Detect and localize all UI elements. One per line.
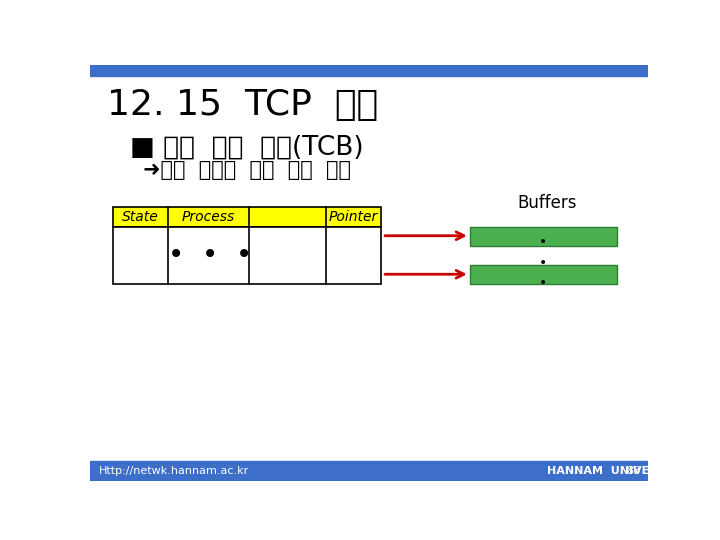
Bar — [90, 461, 648, 481]
Bar — [113, 226, 381, 284]
Text: Process: Process — [181, 210, 235, 224]
Text: 88: 88 — [626, 465, 640, 476]
Text: Buffers: Buffers — [518, 194, 577, 212]
Text: •
•
•: • • • — [539, 235, 547, 291]
Bar — [90, 65, 648, 76]
Text: 12. 15  TCP  설계: 12. 15 TCP 설계 — [107, 88, 378, 122]
Text: ■ 전송  제어  블록(TCB): ■ 전송 제어 블록(TCB) — [130, 135, 364, 161]
Bar — [113, 207, 381, 226]
Text: ➜연결  제어에  대한  정보  보관: ➜연결 제어에 대한 정보 보관 — [143, 159, 351, 179]
Bar — [469, 265, 617, 284]
Text: •  •  •: • • • — [168, 241, 252, 269]
Text: State: State — [122, 210, 158, 224]
Text: HANNAM  UNIVERSITY: HANNAM UNIVERSITY — [547, 465, 685, 476]
Bar — [469, 226, 617, 246]
Text: Http://netwk.hannam.ac.kr: Http://netwk.hannam.ac.kr — [99, 465, 250, 476]
Text: Pointer: Pointer — [329, 210, 378, 224]
